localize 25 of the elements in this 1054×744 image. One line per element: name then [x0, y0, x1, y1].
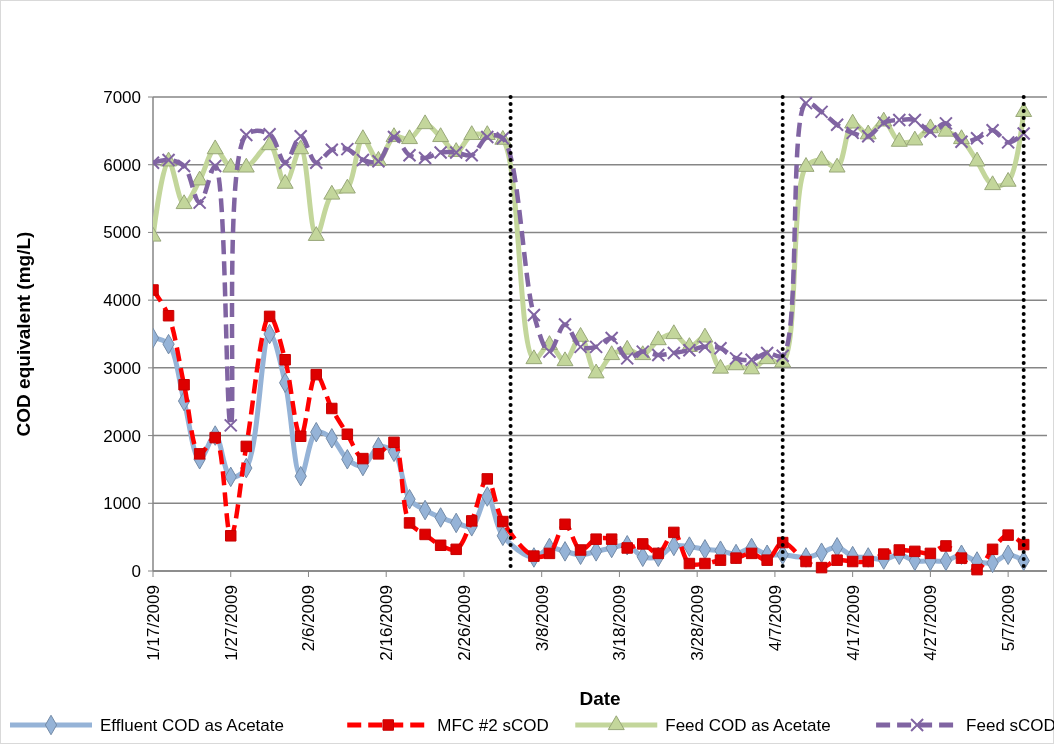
x-axis-title: Date: [579, 688, 621, 709]
x-tick-label: 3/8/2009: [532, 585, 552, 652]
y-tick-label: 7000: [103, 87, 141, 107]
x-tick-label: 3/28/2009: [688, 585, 708, 661]
x-tick-label: 4/27/2009: [921, 585, 941, 661]
y-tick-label: 1000: [103, 494, 141, 514]
y-axis-title: COD equivalent (mg/L): [13, 231, 34, 437]
x-tick-label: 1/27/2009: [221, 585, 241, 661]
y-tick-label: 5000: [103, 223, 141, 243]
x-tick-label: 4/17/2009: [843, 585, 863, 661]
legend-label: Effluent COD as Acetate: [100, 715, 284, 735]
x-tick-label: 1/17/2009: [143, 585, 163, 661]
x-tick-label: 2/26/2009: [454, 585, 474, 661]
x-tick-label: 2/6/2009: [299, 585, 319, 652]
y-tick-label: 0: [131, 561, 141, 581]
y-tick-label: 3000: [103, 358, 141, 378]
x-tick-label: 3/18/2009: [610, 585, 630, 661]
legend-label: Feed COD as Acetate: [665, 715, 831, 735]
x-tick-label: 5/7/2009: [999, 585, 1019, 652]
y-tick-label: 2000: [103, 426, 141, 446]
x-tick-label: 4/7/2009: [765, 585, 785, 652]
x-tick-label: 2/16/2009: [377, 585, 397, 661]
legend-label: MFC #2 sCOD: [437, 715, 549, 735]
y-tick-label: 4000: [103, 291, 141, 311]
y-tick-label: 6000: [103, 155, 141, 175]
